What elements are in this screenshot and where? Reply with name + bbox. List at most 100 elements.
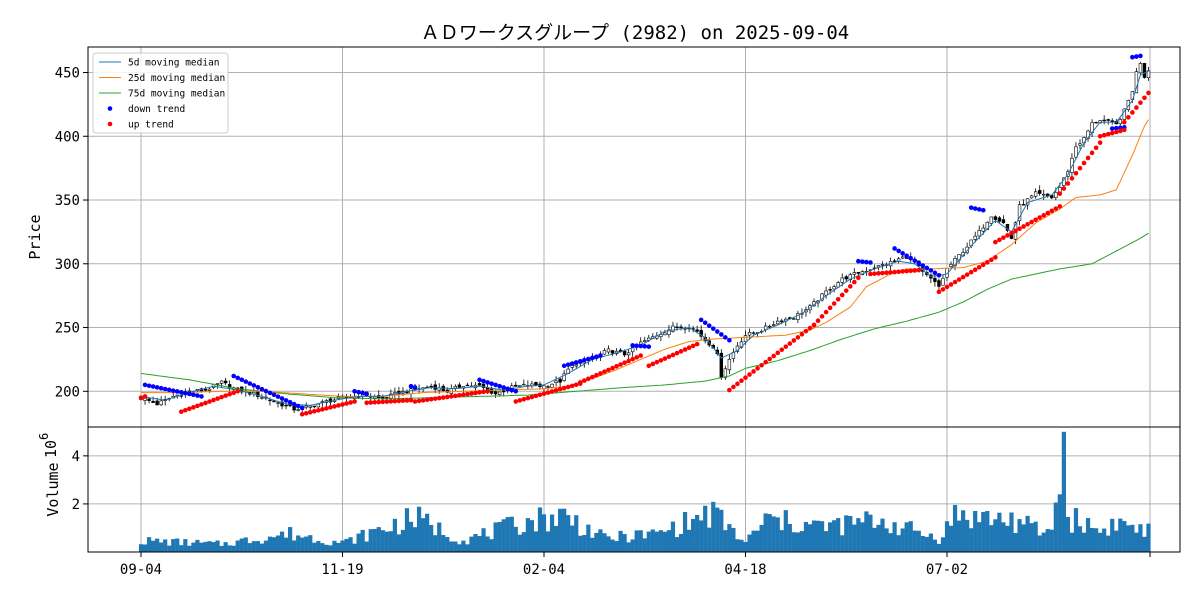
candle-body bbox=[1054, 192, 1058, 199]
volume-bar bbox=[195, 539, 200, 552]
volume-bar bbox=[267, 536, 273, 552]
volume-bar bbox=[332, 540, 337, 552]
down-trend-point bbox=[231, 373, 236, 379]
down-trend-point bbox=[352, 388, 357, 394]
volume-bar bbox=[658, 530, 663, 552]
volume-bar bbox=[908, 521, 913, 552]
volume-bar bbox=[1037, 535, 1042, 552]
up-trend-point bbox=[412, 399, 418, 404]
down-trend-point bbox=[702, 320, 708, 326]
up-trend-point bbox=[989, 257, 994, 263]
volume-bar bbox=[626, 542, 631, 552]
volume-bar bbox=[191, 542, 196, 552]
candle-body bbox=[610, 350, 615, 354]
candle-body bbox=[767, 325, 772, 328]
up-trend-point bbox=[791, 338, 797, 343]
down-trend-point bbox=[279, 396, 285, 401]
volume-bar bbox=[759, 524, 764, 552]
up-trend-point bbox=[183, 407, 188, 413]
candle-body bbox=[602, 350, 607, 355]
volume-bar bbox=[199, 542, 204, 552]
up-trend-point bbox=[565, 384, 571, 390]
volume-bar bbox=[175, 538, 180, 552]
candle-body bbox=[433, 384, 437, 390]
up-trend-point bbox=[985, 260, 990, 265]
up-trend-point bbox=[344, 401, 349, 406]
up-trend-point bbox=[763, 359, 768, 365]
candle-body bbox=[751, 332, 756, 334]
candle-body bbox=[457, 384, 462, 388]
down-trend-point bbox=[972, 206, 978, 211]
candle-body bbox=[550, 383, 554, 388]
volume-bar bbox=[961, 510, 966, 552]
up-trend-point bbox=[799, 331, 805, 337]
candle-body bbox=[892, 260, 897, 262]
candle-body bbox=[840, 277, 844, 283]
volume-bar bbox=[928, 533, 933, 552]
up-trend-point bbox=[1025, 221, 1030, 227]
up-trend-point bbox=[960, 274, 966, 280]
up-trend-point bbox=[199, 402, 204, 407]
down-trend-point bbox=[509, 387, 515, 393]
volume-bar bbox=[997, 512, 1002, 552]
candle-body bbox=[1029, 195, 1034, 199]
candle-body bbox=[1005, 224, 1010, 231]
candle-body bbox=[856, 272, 861, 274]
candle-body bbox=[501, 390, 506, 393]
up-trend-point bbox=[223, 393, 228, 398]
volume-bar bbox=[791, 532, 796, 552]
volume-bar bbox=[578, 535, 583, 552]
candle-body bbox=[1102, 119, 1106, 122]
up-trend-point bbox=[1089, 150, 1095, 156]
volume-bar bbox=[304, 536, 309, 552]
volume-bar bbox=[1045, 529, 1050, 552]
volume-bar bbox=[711, 501, 716, 552]
up-trend-point bbox=[1142, 95, 1147, 101]
candle-body bbox=[1126, 99, 1131, 111]
up-trend-point bbox=[884, 270, 889, 276]
x-tick-label: 04-18 bbox=[724, 562, 766, 578]
up-trend-point bbox=[525, 395, 531, 401]
up-trend-point bbox=[622, 360, 627, 366]
volume-bar bbox=[888, 533, 893, 552]
up-trend-point bbox=[195, 403, 200, 409]
up-trend-point bbox=[823, 309, 829, 315]
up-trend-point bbox=[872, 271, 877, 276]
up-trend-point bbox=[634, 355, 639, 360]
candle-body bbox=[1037, 190, 1042, 194]
down-trend-point bbox=[283, 398, 289, 403]
volume-bar bbox=[779, 530, 784, 552]
up-trend-point bbox=[340, 402, 345, 407]
up-trend-point bbox=[215, 396, 220, 401]
up-trend-point bbox=[658, 358, 664, 363]
candle-body bbox=[622, 350, 627, 356]
candle-body bbox=[1074, 146, 1078, 158]
up-trend-point bbox=[952, 279, 958, 285]
down-trend-point bbox=[154, 385, 160, 390]
down-trend-point bbox=[255, 384, 261, 390]
volume-bar bbox=[840, 535, 845, 552]
down-trend-point bbox=[275, 394, 281, 399]
volume-bar bbox=[352, 543, 357, 552]
up-trend-point bbox=[473, 390, 478, 396]
up-trend-point bbox=[972, 267, 978, 272]
volume-bar bbox=[638, 530, 643, 552]
volume-bar bbox=[340, 540, 345, 552]
volume-axis-label: Volume bbox=[44, 462, 62, 516]
up-trend-point bbox=[590, 374, 595, 380]
up-trend-point bbox=[916, 267, 922, 273]
up-trend-point bbox=[956, 277, 962, 282]
up-trend-point bbox=[561, 385, 567, 391]
volume-bar bbox=[400, 529, 406, 552]
volume-bar bbox=[1126, 525, 1131, 552]
up-trend-point bbox=[1134, 105, 1139, 110]
candle-body bbox=[574, 364, 578, 367]
up-trend-point bbox=[815, 318, 821, 323]
series-5d-moving-median bbox=[140, 70, 1149, 406]
down-trend-point bbox=[642, 344, 648, 349]
volume-bar bbox=[445, 537, 450, 552]
volume-bar bbox=[231, 545, 236, 552]
candle-body bbox=[747, 331, 752, 336]
candle-body bbox=[1017, 204, 1022, 222]
volume-bar bbox=[239, 538, 244, 552]
